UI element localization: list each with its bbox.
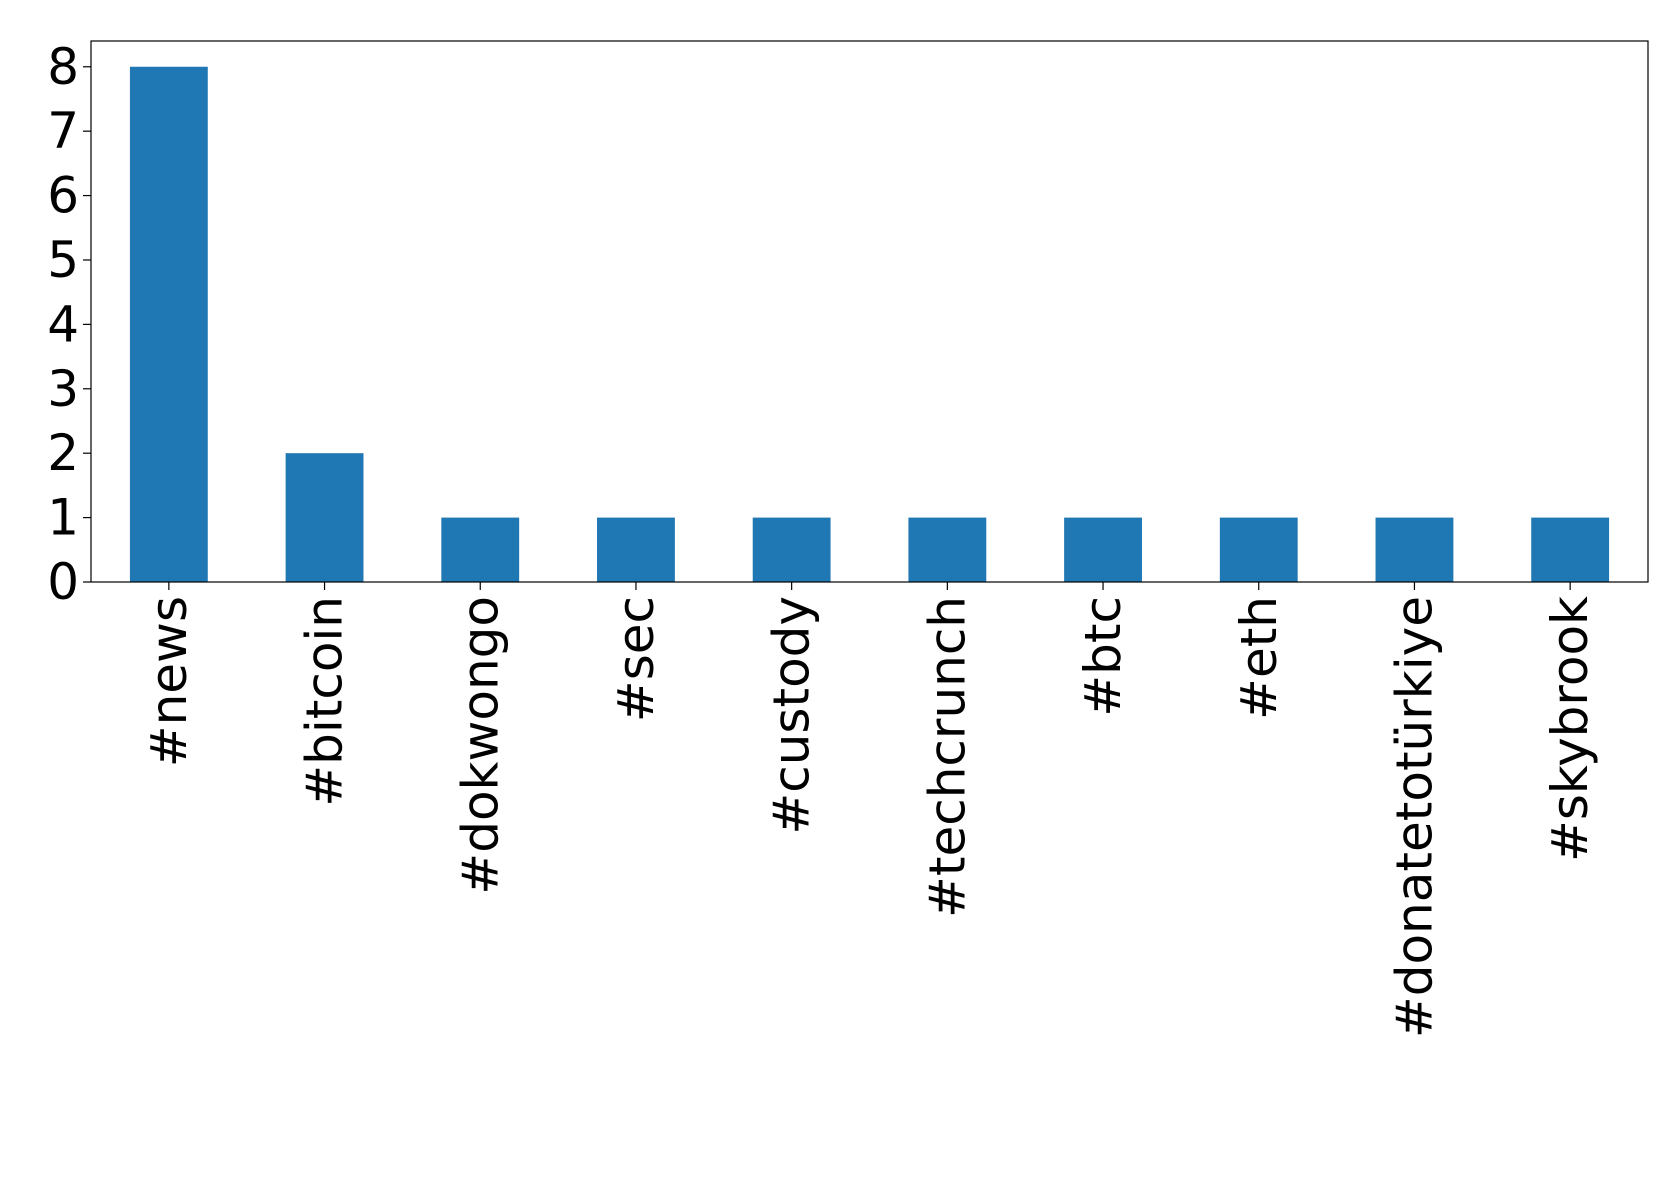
bar [1064, 517, 1142, 582]
bar [1531, 517, 1610, 582]
y-tick-label: 5 [47, 231, 79, 289]
bar [285, 453, 364, 582]
y-tick-label: 1 [47, 489, 79, 547]
y-tick-label: 2 [47, 424, 79, 482]
bar [1375, 517, 1454, 582]
y-tick-label: 4 [47, 295, 79, 353]
x-tick-label: #custody [763, 596, 821, 835]
x-tick-label: #bitcoin [296, 596, 354, 807]
x-tick-label: #skybrook [1541, 596, 1599, 862]
bar [129, 66, 208, 582]
x-tick-label: #eth [1230, 596, 1288, 720]
plot-frame [90, 40, 1649, 583]
y-tick-label: 0 [47, 553, 79, 611]
y-tick-label: 3 [47, 360, 79, 418]
bar [1219, 517, 1298, 582]
x-tick-label: #donatetotürkiye [1385, 596, 1443, 1038]
bar [752, 517, 831, 582]
x-tick-label: #techcrunch [918, 596, 976, 918]
x-tick-label: #btc [1074, 596, 1132, 717]
y-tick-label: 8 [47, 38, 79, 96]
y-tick-label: 7 [47, 102, 79, 160]
x-tick-label: #news [140, 596, 198, 767]
bar [441, 517, 520, 582]
bar [908, 517, 987, 582]
bar [597, 517, 675, 582]
y-tick-label: 6 [47, 167, 79, 225]
x-tick-label: #dokwongo [451, 596, 509, 895]
x-tick-label: #sec [607, 596, 665, 722]
